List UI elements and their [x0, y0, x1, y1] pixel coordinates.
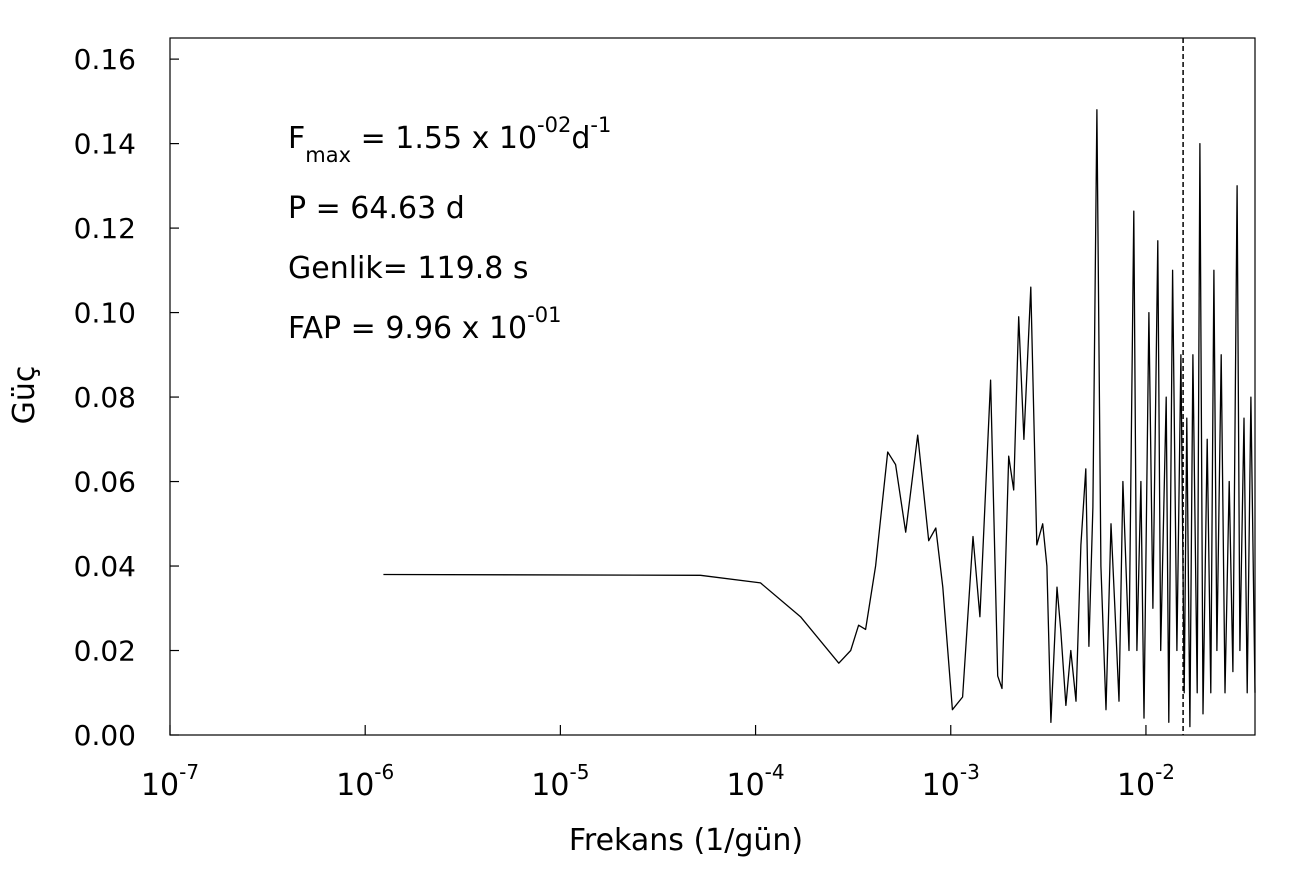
y-tick-label: 0.06 [74, 466, 136, 499]
annotation: FAP = 9.96 x 10-01 [288, 303, 561, 346]
plot-frame [169, 37, 1256, 736]
annotation-text: d [571, 121, 590, 156]
annotation-superscript: -1 [590, 113, 611, 137]
power-line [383, 109, 1256, 728]
x-tick-exponent: -3 [960, 760, 980, 784]
x-tick-exponent: -5 [569, 760, 589, 784]
annotation-superscript: -01 [527, 303, 561, 327]
x-tick-base: 10 [1117, 768, 1155, 803]
annotation: Fmax = 1.55 x 10-02d-1 [288, 113, 611, 167]
y-tick-label: 0.00 [74, 719, 136, 752]
annotation-subscript: max [305, 143, 351, 167]
annotation-text: FAP = 9.96 x 10 [288, 311, 527, 346]
annotation-text: F [288, 121, 305, 156]
annotation-superscript: -02 [537, 113, 571, 137]
y-tick-label: 0.08 [74, 381, 136, 414]
x-tick-label: 10-2 [1117, 760, 1175, 803]
annotation-text: Genlik= 119.8 s [288, 251, 528, 286]
y-tick-label: 0.02 [74, 635, 136, 668]
annotation: P = 64.63 d [288, 191, 465, 226]
x-tick-base: 10 [531, 768, 569, 803]
y-axis-label: Güç [7, 366, 42, 425]
x-tick-label: 10-3 [922, 760, 980, 803]
x-tick-base: 10 [922, 768, 960, 803]
y-tick-label: 0.10 [74, 297, 136, 330]
x-axis-label: Frekans (1/gün) [569, 823, 803, 858]
x-tick-label: 10-4 [726, 760, 784, 803]
x-tick-exponent: -4 [765, 760, 785, 784]
annotation: Genlik= 119.8 s [288, 251, 528, 286]
x-tick-label: 10-6 [336, 760, 394, 803]
x-tick-label: 10-7 [141, 760, 199, 803]
y-tick-label: 0.04 [74, 550, 136, 583]
y-tick-label: 0.16 [74, 43, 136, 76]
x-tick-base: 10 [336, 768, 374, 803]
x-tick-exponent: -2 [1155, 760, 1175, 784]
y-tick-label: 0.12 [74, 212, 136, 245]
x-tick-base: 10 [141, 768, 179, 803]
x-tick-exponent: -6 [374, 760, 394, 784]
x-tick-exponent: -7 [179, 760, 199, 784]
annotation-text: = 1.55 x 10 [351, 121, 537, 156]
annotation-text: P = 64.63 d [288, 191, 465, 226]
y-tick-label: 0.14 [74, 128, 136, 161]
x-tick-label: 10-5 [531, 760, 589, 803]
x-tick-base: 10 [726, 768, 764, 803]
